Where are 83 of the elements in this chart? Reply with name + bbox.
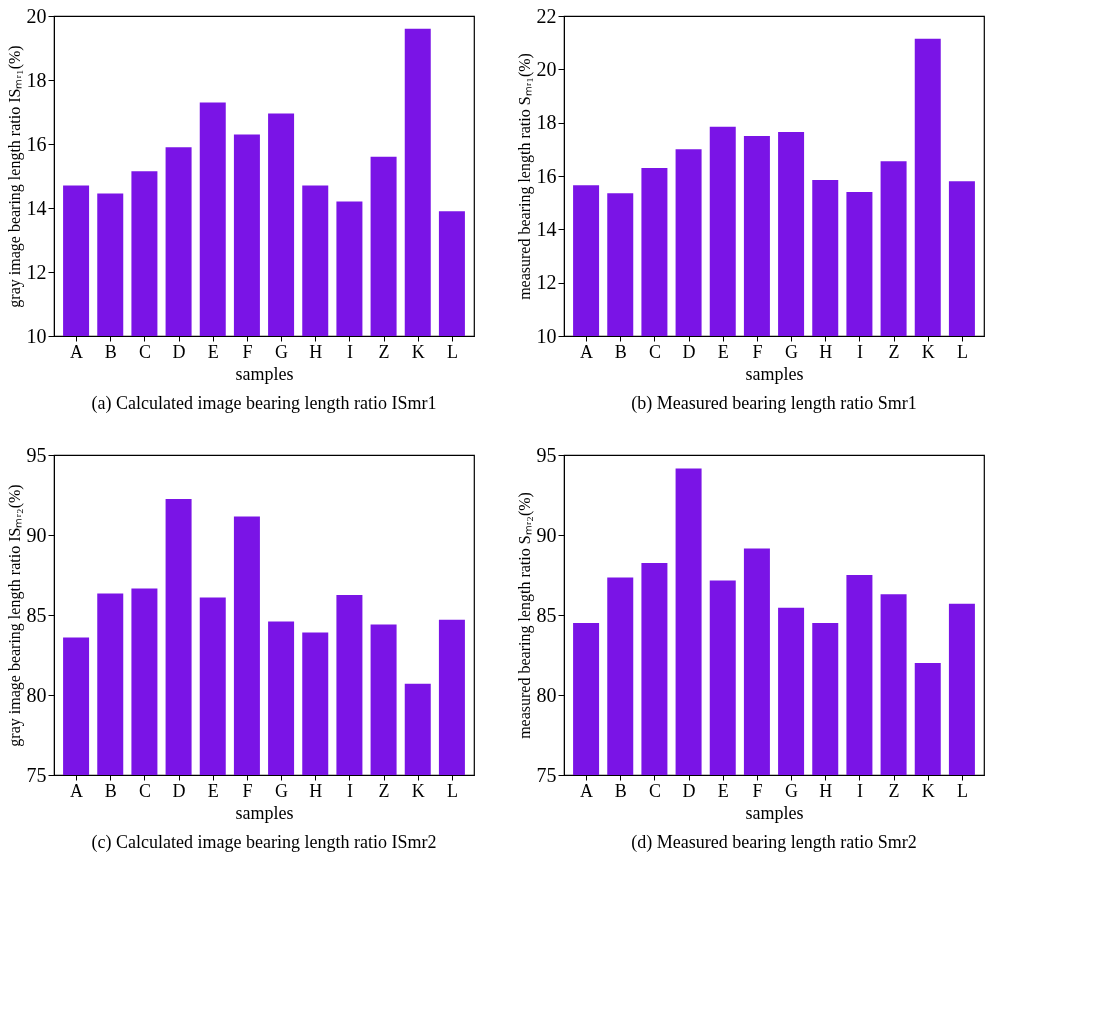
text: (b) Measured bearing length ratio Smr1 <box>631 393 917 414</box>
x-tick-label: C <box>648 341 661 362</box>
text: (c) Calculated image bearing length ratio ISmr2 <box>91 832 437 853</box>
x-tick-label: B <box>104 780 117 801</box>
x-tick-label: I <box>346 341 353 362</box>
y-tick-label: 16 <box>536 164 557 187</box>
x-tick-label: H <box>819 780 833 801</box>
x-tick-label: E <box>207 341 219 362</box>
x-tick-label: D <box>172 780 186 801</box>
x-tick-label: I <box>856 780 863 801</box>
y-tick-label: 20 <box>536 57 557 80</box>
x-tick-label: F <box>752 780 763 801</box>
x-tick-label: A <box>580 780 594 801</box>
y-tick-label: 18 <box>536 111 557 134</box>
x-tick-label: I <box>346 780 353 801</box>
text: (d) Measured bearing length ratio Smr2 <box>631 832 917 853</box>
x-tick-label: E <box>717 341 729 362</box>
y-axis-title: measured bearing length ratio Sₘᵣ₁(%) <box>515 53 534 300</box>
x-tick-label: G <box>785 341 799 362</box>
x-tick-label: A <box>580 341 594 362</box>
y-tick-label: 12 <box>26 260 47 283</box>
x-tick-label: L <box>956 780 968 801</box>
x-tick-label: H <box>309 780 323 801</box>
text: (a) Calculated image bearing length ratio ISmr1 <box>91 393 437 414</box>
y-axis-title: measured bearing length ratio Sₘᵣ₂(%) <box>515 492 534 739</box>
x-tick-label: G <box>275 780 289 801</box>
x-axis-title: samples <box>235 363 294 384</box>
y-tick-label: 95 <box>26 443 47 466</box>
x-tick-label: B <box>614 341 627 362</box>
x-tick-label: D <box>682 780 696 801</box>
x-tick-label: Z <box>378 780 390 801</box>
x-tick-label: L <box>446 780 458 801</box>
x-axis-title: samples <box>745 363 804 384</box>
x-tick-label: H <box>309 341 323 362</box>
y-tick-label: 10 <box>536 324 557 347</box>
y-tick-label: 16 <box>26 132 47 155</box>
x-tick-label: I <box>856 341 863 362</box>
x-tick-label: D <box>172 341 186 362</box>
x-tick-label: K <box>411 341 425 362</box>
y-tick-label: 14 <box>536 217 557 240</box>
y-tick-label: 85 <box>26 603 47 626</box>
x-tick-label: E <box>717 780 729 801</box>
y-tick-label: 12 <box>536 271 557 294</box>
x-tick-label: Z <box>888 780 900 801</box>
x-tick-label: D <box>682 341 696 362</box>
x-tick-label: Z <box>888 341 900 362</box>
x-tick-label: C <box>138 341 151 362</box>
x-tick-label: L <box>956 341 968 362</box>
x-tick-label: E <box>207 780 219 801</box>
x-tick-label: K <box>921 780 935 801</box>
y-tick-label: 10 <box>26 324 47 347</box>
y-axis-title: gray image bearing length ratio ISₘᵣ₁(%) <box>5 45 24 308</box>
y-tick-label: 75 <box>536 763 557 786</box>
y-tick-label: 80 <box>536 683 557 706</box>
x-axis-title: samples <box>235 802 294 823</box>
x-tick-label: A <box>70 341 84 362</box>
x-tick-label: B <box>614 780 627 801</box>
x-tick-label: B <box>104 341 117 362</box>
x-tick-label: F <box>242 780 253 801</box>
y-tick-label: 80 <box>26 683 47 706</box>
x-tick-label: C <box>648 780 661 801</box>
x-tick-label: K <box>921 341 935 362</box>
y-tick-label: 90 <box>536 523 557 546</box>
y-tick-label: 14 <box>26 196 47 219</box>
x-tick-label: L <box>446 341 458 362</box>
y-axis-title: gray image bearing length ratio ISₘᵣ₂(%) <box>5 484 24 747</box>
x-tick-label: Z <box>378 341 390 362</box>
y-tick-label: 22 <box>536 4 557 27</box>
y-tick-label: 95 <box>536 443 557 466</box>
y-tick-label: 75 <box>26 763 47 786</box>
x-tick-label: G <box>785 780 799 801</box>
y-tick-label: 18 <box>26 68 47 91</box>
x-tick-label: K <box>411 780 425 801</box>
y-tick-label: 85 <box>536 603 557 626</box>
x-tick-label: A <box>70 780 84 801</box>
y-tick-label: 90 <box>26 523 47 546</box>
x-tick-label: G <box>275 341 289 362</box>
x-tick-label: F <box>752 341 763 362</box>
y-tick-label: 20 <box>26 4 47 27</box>
x-axis-title: samples <box>745 802 804 823</box>
x-tick-label: F <box>242 341 253 362</box>
x-tick-label: C <box>138 780 151 801</box>
x-tick-label: H <box>819 341 833 362</box>
